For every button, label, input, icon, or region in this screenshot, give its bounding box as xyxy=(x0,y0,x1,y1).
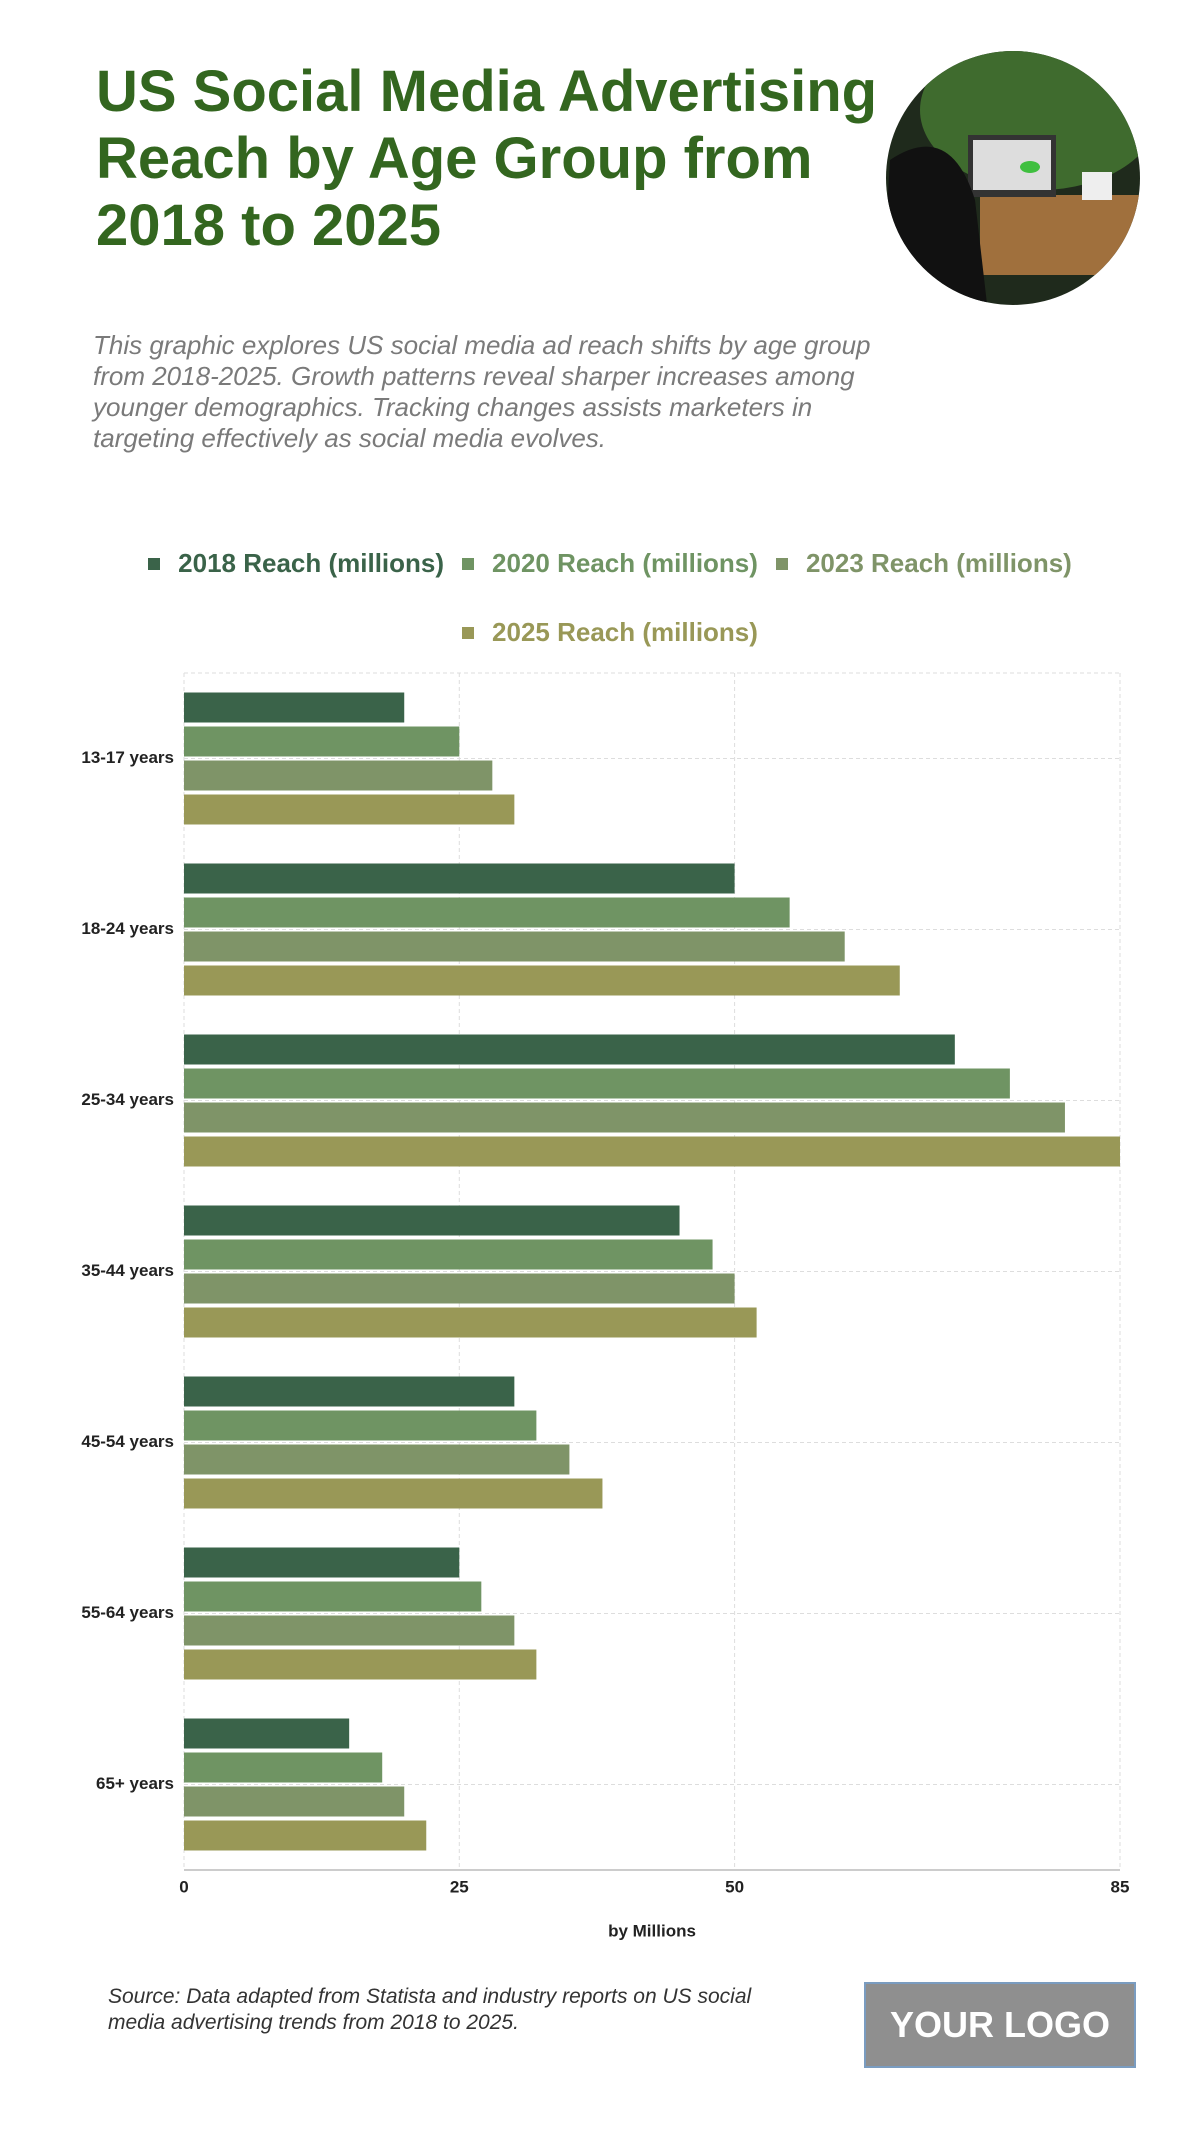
bar xyxy=(184,692,405,723)
bar xyxy=(184,1205,680,1236)
legend-item: 2020 Reach (millions) xyxy=(462,548,758,579)
bar xyxy=(184,1615,515,1646)
y-tick-label: 35-44 years xyxy=(81,1261,174,1280)
bar xyxy=(184,1581,482,1612)
bar xyxy=(184,965,900,996)
bar xyxy=(184,1444,570,1475)
bar xyxy=(184,1136,1120,1167)
subtitle: This graphic explores US social media ad… xyxy=(93,330,871,453)
bar xyxy=(184,1478,603,1509)
legend-swatch xyxy=(775,557,788,570)
bar xyxy=(184,1034,955,1065)
legend-item: 2023 Reach (millions) xyxy=(775,548,1072,579)
y-tick-label: 13-17 years xyxy=(81,748,174,767)
x-tick-label: 50 xyxy=(725,1877,744,1896)
y-tick-label: 25-34 years xyxy=(81,1090,174,1109)
bar xyxy=(184,760,493,791)
bar xyxy=(184,1239,713,1270)
bar xyxy=(184,1307,757,1338)
y-tick-label: 55-64 years xyxy=(81,1603,174,1622)
y-tick-label: 45-54 years xyxy=(81,1432,174,1451)
x-tick-label: 85 xyxy=(1111,1877,1130,1896)
legend-label: 2020 Reach (millions) xyxy=(492,548,758,578)
legend-item: 2025 Reach (millions) xyxy=(462,617,758,648)
bar xyxy=(184,794,515,825)
bar xyxy=(184,1752,383,1783)
x-axis-label: by Millions xyxy=(608,1921,696,1940)
legend-label: 2025 Reach (millions) xyxy=(492,617,758,647)
bar xyxy=(184,1718,350,1749)
logo: YOUR LOGO xyxy=(864,1982,1136,2068)
legend-swatch xyxy=(462,557,475,570)
bar xyxy=(184,1410,537,1441)
bar xyxy=(184,1820,427,1851)
source: Source: Data adapted from Statista and i… xyxy=(108,1985,752,2034)
legend-swatch xyxy=(148,557,161,570)
legend-label: 2023 Reach (millions) xyxy=(805,548,1072,578)
x-tick-label: 0 xyxy=(179,1877,188,1896)
legend-item: 2018 Reach (millions) xyxy=(148,548,444,579)
legend-label: 2018 Reach (millions) xyxy=(178,548,445,578)
title: US Social Media Advertising Reach by Age… xyxy=(96,59,878,258)
bar xyxy=(184,726,460,757)
legend: 2018 Reach (millions) 2020 Reach (million… xyxy=(110,548,1110,648)
bar xyxy=(184,1102,1065,1133)
x-tick-label: 25 xyxy=(450,1877,469,1896)
bar xyxy=(184,1068,1010,1099)
bar xyxy=(184,1547,460,1578)
bar xyxy=(184,1376,515,1407)
bar xyxy=(184,1649,537,1680)
bar xyxy=(184,1786,405,1817)
bar xyxy=(184,931,845,962)
bar xyxy=(184,863,735,894)
bar xyxy=(184,1273,735,1304)
y-tick-label: 65+ years xyxy=(96,1774,174,1793)
bar xyxy=(184,897,790,928)
y-tick-label: 18-24 years xyxy=(81,919,174,938)
legend-swatch xyxy=(462,626,475,639)
